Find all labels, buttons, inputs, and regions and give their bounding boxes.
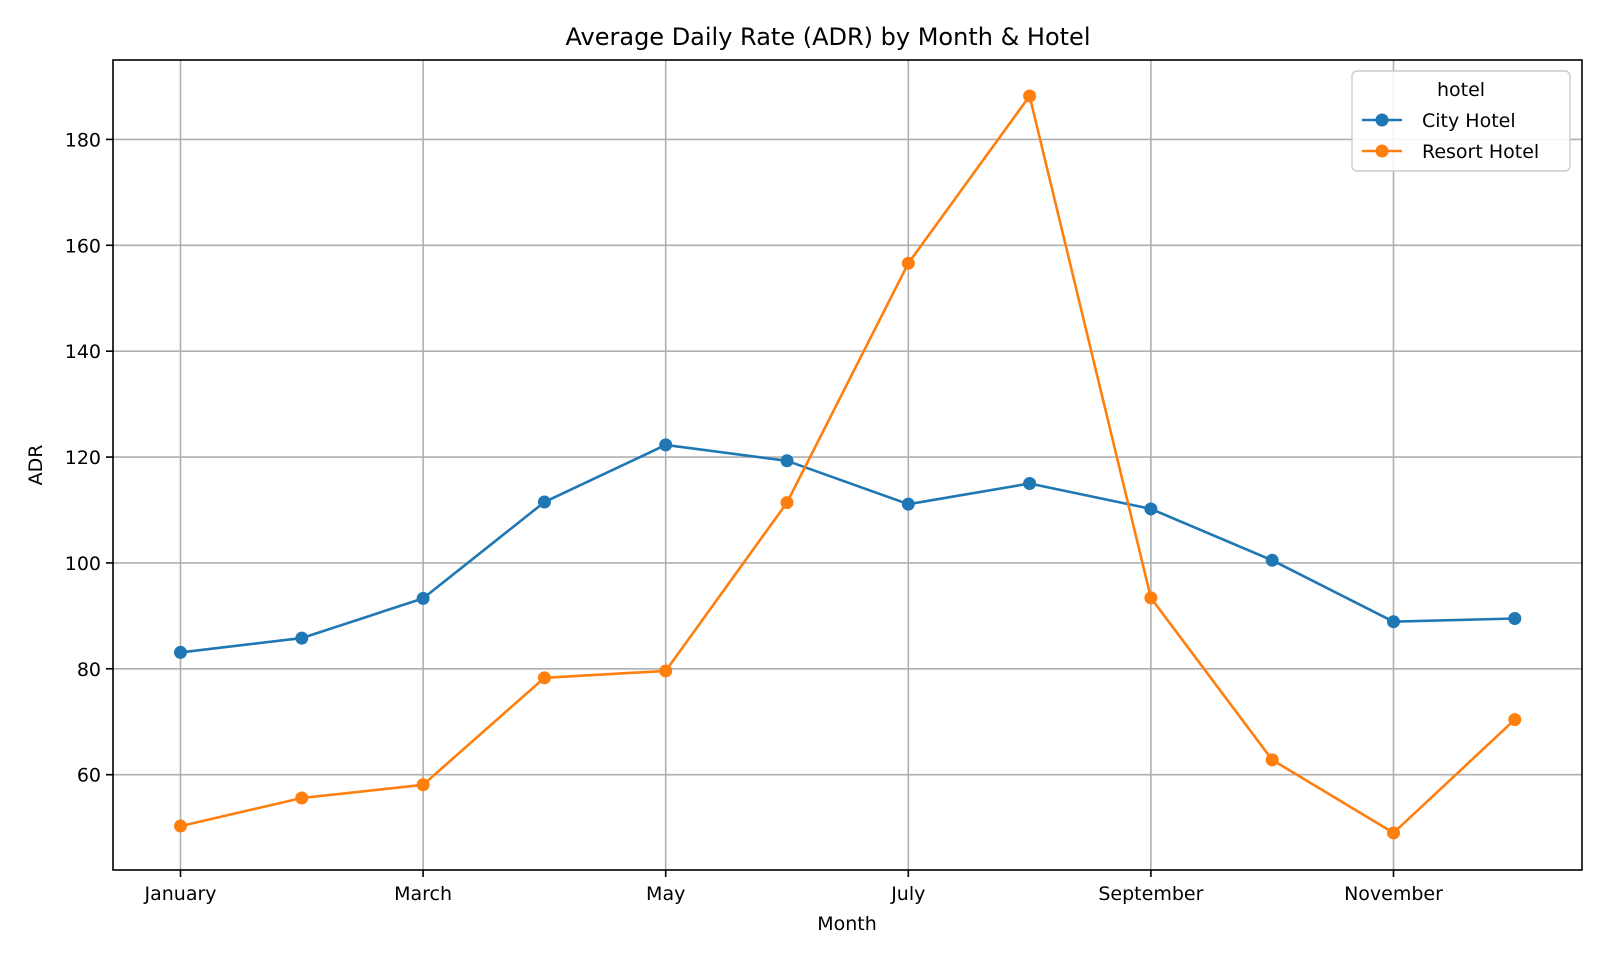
- y-tick-label: 60: [77, 765, 101, 787]
- legend: hotel City Hotel Resort Hotel: [1351, 70, 1571, 172]
- resort-hotel-point: [1144, 591, 1158, 605]
- resort-hotel-point: [295, 791, 309, 805]
- y-axis-ticks: 60 80 100 120 140 160 180: [65, 129, 113, 787]
- city-hotel-point: [1144, 502, 1158, 516]
- city-hotel-point: [174, 645, 187, 659]
- x-tick-label: November: [1344, 883, 1443, 905]
- legend-box: [1351, 70, 1571, 172]
- resort-hotel-point: [780, 496, 794, 510]
- y-tick-label: 180: [65, 129, 101, 151]
- resort-hotel-series: [174, 89, 1522, 840]
- x-tick-label: September: [1098, 883, 1203, 905]
- city-hotel-point: [1508, 612, 1522, 626]
- legend-label-resort-hotel: Resort Hotel: [1422, 141, 1539, 163]
- city-hotel-point: [416, 591, 430, 605]
- resort-hotel-point: [174, 819, 187, 833]
- city-hotel-point: [901, 497, 915, 511]
- resort-hotel-point: [1508, 713, 1522, 727]
- legend-swatch-marker-city-hotel: [1375, 113, 1389, 127]
- resort-hotel-line: [180, 94, 1516, 835]
- city-hotel-point: [659, 438, 673, 452]
- y-tick-label: 140: [65, 341, 101, 363]
- legend-title: hotel: [1437, 79, 1485, 101]
- x-tick-label: May: [646, 883, 685, 905]
- grid-lines: [113, 60, 1582, 870]
- city-hotel-line: [180, 443, 1515, 654]
- city-hotel-point: [1265, 553, 1279, 567]
- city-hotel-point: [780, 454, 794, 468]
- x-axis-ticks: January March May July September November: [143, 870, 1443, 905]
- x-tick-label: March: [394, 883, 452, 905]
- x-tick-label: January: [143, 883, 216, 905]
- legend-swatch-marker-resort-hotel: [1375, 144, 1389, 158]
- resort-hotel-point: [659, 664, 673, 678]
- city-hotel-series: [174, 438, 1522, 659]
- resort-hotel-point: [1023, 89, 1037, 103]
- y-tick-label: 160: [65, 235, 101, 257]
- resort-hotel-point: [416, 778, 430, 792]
- legend-items: City Hotel Resort Hotel: [1362, 110, 1539, 163]
- city-hotel-point: [1023, 477, 1037, 491]
- y-tick-label: 120: [65, 447, 101, 469]
- x-tick-label: July: [890, 883, 925, 905]
- city-hotel-point: [537, 495, 551, 509]
- chart-title: Average Daily Rate (ADR) by Month & Hote…: [566, 23, 1091, 51]
- resort-hotel-point: [901, 256, 915, 270]
- resort-hotel-point: [537, 671, 551, 685]
- plot-frame: [112, 59, 1583, 871]
- city-hotel-point: [1387, 615, 1400, 629]
- y-tick-label: 100: [65, 553, 101, 575]
- city-hotel-point: [295, 631, 309, 645]
- series-lines: [174, 89, 1522, 840]
- resort-hotel-point: [1265, 753, 1279, 767]
- resort-hotel-point: [1387, 826, 1400, 840]
- x-axis-label: Month: [817, 913, 877, 935]
- y-axis-label: ADR: [25, 445, 47, 486]
- legend-label-city-hotel: City Hotel: [1422, 110, 1516, 132]
- y-tick-label: 80: [77, 659, 101, 681]
